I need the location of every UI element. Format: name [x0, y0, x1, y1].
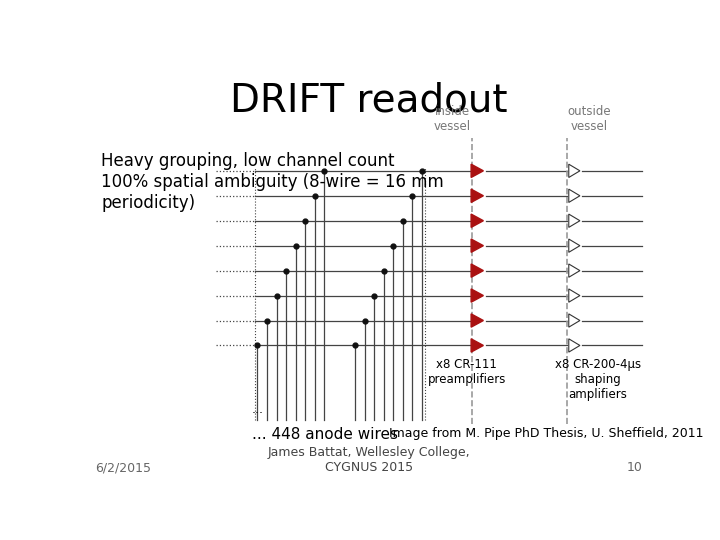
Polygon shape	[569, 214, 580, 227]
Polygon shape	[569, 289, 580, 302]
Text: ... 448 anode wires: ... 448 anode wires	[252, 427, 398, 442]
Polygon shape	[471, 164, 483, 178]
Text: James Battat, Wellesley College,
CYGNUS 2015: James Battat, Wellesley College, CYGNUS …	[268, 447, 470, 474]
Polygon shape	[471, 339, 483, 352]
Text: outside
vessel: outside vessel	[567, 105, 611, 133]
Polygon shape	[471, 264, 483, 277]
Text: DRIFT readout: DRIFT readout	[230, 82, 508, 119]
Text: Image from M. Pipe PhD Thesis, U. Sheffield, 2011: Image from M. Pipe PhD Thesis, U. Sheffi…	[389, 427, 703, 440]
Polygon shape	[569, 264, 580, 277]
Polygon shape	[569, 339, 580, 352]
Text: inside
vessel: inside vessel	[434, 105, 472, 133]
Polygon shape	[471, 239, 483, 252]
Polygon shape	[569, 239, 580, 252]
Polygon shape	[471, 314, 483, 327]
Polygon shape	[471, 289, 483, 302]
Polygon shape	[569, 189, 580, 202]
Polygon shape	[471, 189, 483, 202]
Text: x8 CR-111
preamplifiers: x8 CR-111 preamplifiers	[428, 358, 506, 386]
Text: ...: ...	[252, 403, 264, 416]
Text: x8 CR-200-4μs
shaping
amplifiers: x8 CR-200-4μs shaping amplifiers	[554, 358, 641, 401]
Text: 10: 10	[626, 461, 642, 474]
Polygon shape	[471, 214, 483, 227]
Polygon shape	[569, 314, 580, 327]
Text: 6/2/2015: 6/2/2015	[96, 461, 152, 474]
Polygon shape	[569, 164, 580, 178]
Text: Heavy grouping, low channel count
100% spatial ambiguity (8-wire = 16 mm
periodi: Heavy grouping, low channel count 100% s…	[101, 152, 444, 212]
